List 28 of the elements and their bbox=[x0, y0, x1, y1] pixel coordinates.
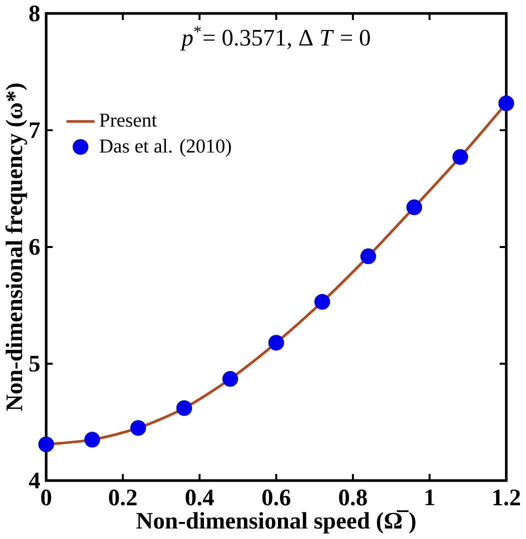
point bbox=[176, 400, 192, 416]
point bbox=[130, 420, 146, 436]
y-tick-label: 7 bbox=[30, 122, 40, 138]
point bbox=[498, 95, 514, 112]
x-axis-title: Non-dimensional speed (Ω̅ ) bbox=[136, 510, 416, 534]
point bbox=[406, 199, 422, 216]
y-tick-label: 4 bbox=[28, 472, 40, 488]
point bbox=[222, 371, 238, 387]
x-tick-label: 0.8 bbox=[338, 490, 367, 506]
x-tick-label: 1.2 bbox=[493, 490, 520, 506]
point bbox=[314, 294, 330, 310]
x-tick-label: 0.2 bbox=[108, 490, 136, 506]
y-tick-label: 8 bbox=[29, 5, 40, 22]
point bbox=[268, 334, 284, 351]
legend-label: Das et al. (2010) bbox=[99, 138, 231, 157]
x-tick-label: 1 bbox=[425, 490, 434, 506]
point bbox=[38, 436, 54, 452]
legend-label: Present bbox=[99, 114, 157, 127]
x-tick-label: 0 bbox=[40, 490, 51, 506]
y-tick-label: 5 bbox=[29, 356, 40, 372]
y-tick-label: 6 bbox=[29, 239, 40, 255]
y-axis-title: Non-dimensional frequency (ω*) bbox=[5, 84, 27, 411]
point bbox=[84, 432, 100, 448]
point bbox=[360, 248, 376, 264]
x-tick-label: 0.4 bbox=[185, 490, 214, 506]
x-tick-label: 0.6 bbox=[262, 490, 290, 506]
annotation: p$^{*}$= 0.3571, Δ T = 0 bbox=[180, 26, 370, 51]
point bbox=[452, 149, 468, 165]
